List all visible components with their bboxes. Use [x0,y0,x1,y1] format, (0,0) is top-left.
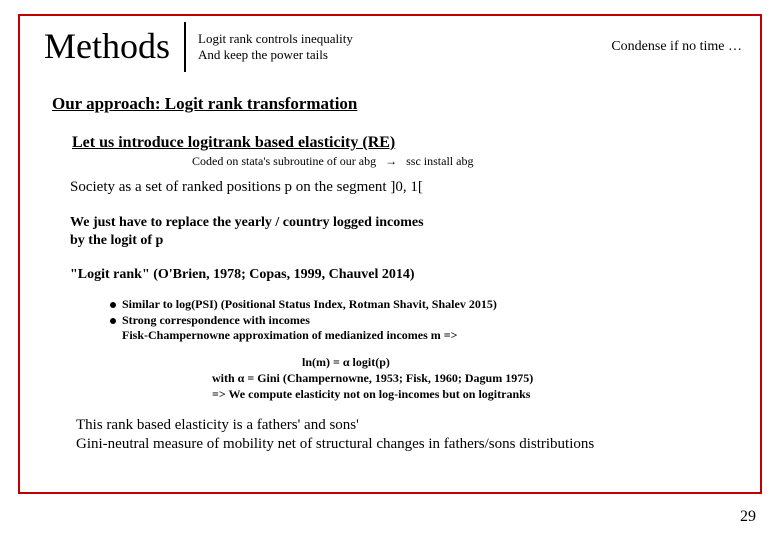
replace-block: We just have to replace the yearly / cou… [70,214,728,249]
title-divider [184,22,186,72]
replace-line-2: by the logit of p [70,232,728,250]
conclusion-line-1: This rank based elasticity is a fathers'… [76,416,728,435]
bullet-item-1: Similar to log(PSI) (Positional Status I… [110,297,728,313]
bullet-icon [110,318,116,324]
page-number: 29 [740,508,756,526]
content-frame: Methods Logit rank controls inequality A… [18,14,762,494]
coded-line: Coded on stata's subroutine of our abg →… [192,154,728,169]
approach-heading: Our approach: Logit rank transformation [52,94,728,114]
replace-line-1: We just have to replace the yearly / cou… [70,214,728,232]
arrow-icon: → [379,154,403,168]
formula-line-3: => We compute elasticity not on log-inco… [212,386,728,402]
conclusion-block: This rank based elasticity is a fathers'… [76,416,728,454]
slide: Methods Logit rank controls inequality A… [0,0,780,540]
slide-title: Methods [20,27,184,67]
intro-line: Let us introduce logitrank based elastic… [72,134,728,152]
bullet-text-2b: Fisk-Champernowne approximation of media… [122,328,728,344]
formula-block: ln(m) = α logit(p) with α = Gini (Champe… [212,354,728,403]
society-line: Society as a set of ranked positions p o… [70,179,728,196]
header-right-note: Condense if no time … [611,39,760,55]
header-note-2: And keep the power tails [198,47,353,63]
body-section: Our approach: Logit rank transformation … [20,94,760,454]
bullet-item-2: Strong correspondence with incomes [110,313,728,329]
header-notes: Logit rank controls inequality And keep … [198,31,353,64]
bullet-icon [110,302,116,308]
conclusion-line-2: Gini-neutral measure of mobility net of … [76,435,728,454]
formula-line-1: ln(m) = α logit(p) [302,354,728,370]
header-row: Methods Logit rank controls inequality A… [20,16,760,72]
header-note-1: Logit rank controls inequality [198,31,353,47]
bullet-list: Similar to log(PSI) (Positional Status I… [110,297,728,344]
coded-command: ssc install abg [406,154,473,168]
formula-line-2: with α = Gini (Champernowne, 1953; Fisk,… [212,370,728,386]
bullet-text-2: Strong correspondence with incomes [122,313,310,329]
bullet-text-1: Similar to log(PSI) (Positional Status I… [122,297,497,313]
logitrank-cite: "Logit rank" (O'Brien, 1978; Copas, 1999… [70,267,728,283]
coded-prefix: Coded on stata's subroutine of our abg [192,154,376,168]
